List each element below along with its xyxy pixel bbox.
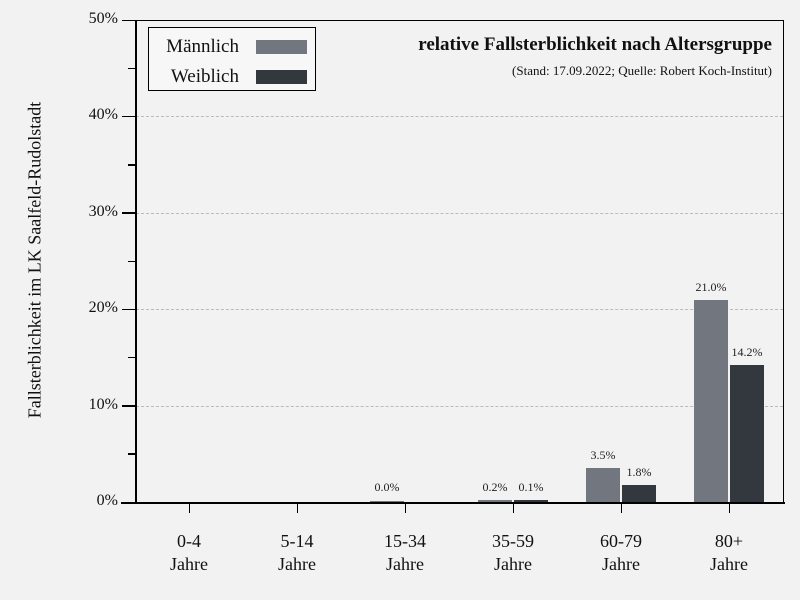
x-tick-label: 35-59 Jahre (492, 531, 534, 574)
bar-male (478, 500, 512, 502)
grid-line (136, 116, 783, 118)
y-tick-label: 30% (88, 202, 118, 220)
y-minor-tick (128, 164, 136, 166)
bar-value-label: 21.0% (695, 279, 727, 294)
x-tick-label: 80+ Jahre (710, 531, 748, 574)
x-tick (620, 503, 622, 513)
x-axis (121, 502, 785, 504)
y-major-tick (122, 115, 136, 118)
grid-line (136, 309, 783, 311)
y-minor-tick (128, 67, 136, 70)
y-minor-tick (128, 356, 136, 359)
x-tick-label: 15-34 Jahre (384, 531, 426, 574)
chart-title: relative Fallsterblichkeit nach Altersgr… (418, 34, 772, 55)
bar-female (622, 484, 656, 502)
grid-line (136, 405, 783, 407)
bar-value-label: 14.2% (731, 345, 763, 360)
legend: Männlich Weiblich (148, 27, 316, 91)
y-axis-title: Fallsterblichkeit im LK Saalfeld-Rudolst… (24, 101, 45, 419)
plot-area (135, 20, 784, 502)
bar-male (694, 299, 728, 502)
bar-female (730, 365, 764, 502)
y-tick-label: 40% (88, 106, 118, 124)
legend-swatch-female (256, 70, 307, 84)
legend-swatch-male (256, 40, 307, 54)
y-tick-label: 50% (88, 10, 118, 27)
x-tick (188, 503, 190, 513)
bar-female (514, 500, 548, 502)
x-tick (512, 503, 514, 513)
y-major-tick (122, 19, 136, 21)
bar-value-label: 0.1% (518, 480, 544, 494)
x-tick (296, 503, 298, 513)
y-tick-label: 10% (88, 395, 118, 413)
x-tick-label: 5-14 Jahre (278, 531, 316, 574)
bar-value-label: 0.0% (374, 480, 400, 494)
legend-item-male: Männlich (149, 35, 317, 59)
x-tick-label: 0-4 Jahre (170, 531, 208, 574)
bar-value-label: 1.8% (626, 464, 652, 479)
legend-label: Männlich (166, 36, 239, 57)
x-tick (404, 503, 406, 513)
bar-value-label: 0.2% (482, 480, 508, 494)
y-major-tick (122, 212, 136, 214)
y-major-tick (122, 501, 136, 503)
grid-line (136, 212, 783, 214)
x-tick (728, 503, 730, 513)
y-major-tick (122, 405, 136, 407)
bar-male (370, 501, 404, 502)
y-major-tick (122, 308, 136, 311)
y-tick-label: 0% (96, 492, 118, 509)
bar-male (586, 468, 620, 502)
legend-label: Weiblich (170, 66, 239, 87)
bar-value-label: 3.5% (590, 448, 616, 463)
legend-item-female: Weiblich (149, 65, 317, 89)
y-minor-tick (128, 453, 136, 455)
y-minor-tick (128, 260, 136, 262)
y-tick-label: 20% (88, 299, 118, 317)
x-tick-label: 60-79 Jahre (600, 531, 642, 574)
chart-subtitle: (Stand: 17.09.2022; Quelle: Robert Koch-… (512, 63, 772, 78)
